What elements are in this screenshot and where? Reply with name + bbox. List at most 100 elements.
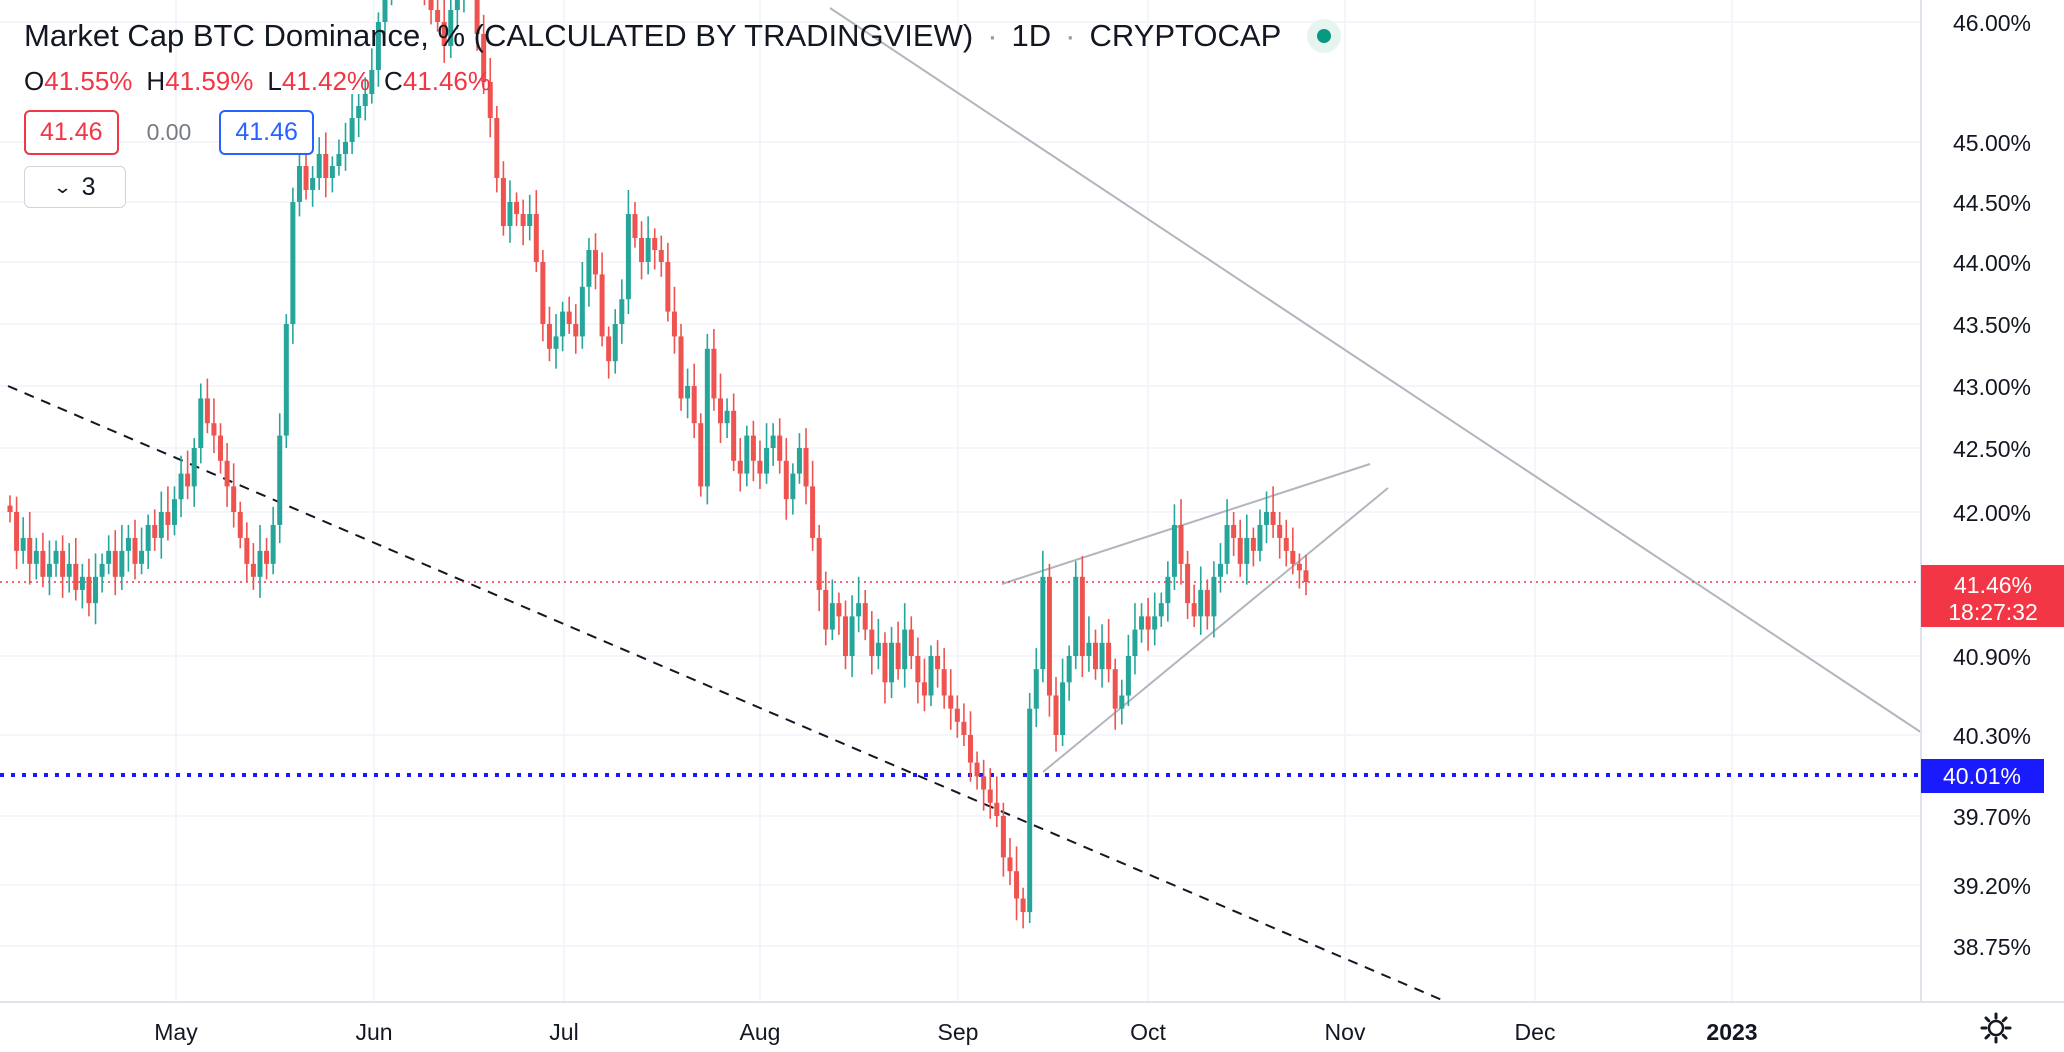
candle-body bbox=[1224, 524, 1230, 564]
candle-body bbox=[99, 563, 105, 577]
candle-body bbox=[60, 550, 66, 577]
candle-body bbox=[717, 398, 723, 424]
candle-body bbox=[494, 118, 500, 178]
candle-body bbox=[158, 512, 164, 538]
candle-body bbox=[323, 154, 329, 178]
candle-body bbox=[994, 802, 1000, 816]
wedge-upper-line[interactable] bbox=[1001, 463, 1371, 585]
candle-body bbox=[66, 563, 72, 577]
descending-resistance-line[interactable] bbox=[829, 7, 1923, 734]
candle-body bbox=[152, 524, 158, 538]
candle-body bbox=[685, 386, 691, 399]
candle-body bbox=[204, 398, 210, 424]
candle-body bbox=[698, 423, 704, 487]
candle-body bbox=[178, 473, 184, 500]
chart-grid bbox=[0, 0, 1920, 1002]
candle-body bbox=[185, 473, 191, 487]
candle-body bbox=[928, 656, 934, 696]
candle-body bbox=[448, 10, 454, 46]
indicators-toggle-button[interactable]: ⌄ 3 bbox=[24, 166, 126, 208]
candle-body bbox=[356, 106, 362, 118]
candle-body bbox=[856, 603, 862, 617]
candle-body bbox=[790, 473, 796, 500]
candle-body bbox=[362, 94, 368, 106]
candle-body bbox=[329, 166, 335, 178]
candle-body bbox=[257, 550, 263, 577]
y-tick-label: 43.00% bbox=[1953, 374, 2031, 400]
close-value: 41.46% bbox=[402, 66, 492, 96]
sell-button[interactable]: 41.46 bbox=[24, 110, 119, 155]
candle-body bbox=[770, 435, 776, 448]
candle-body bbox=[796, 448, 802, 474]
candle-body bbox=[40, 550, 46, 577]
candle-body bbox=[639, 238, 645, 262]
candle-body bbox=[810, 486, 816, 538]
candle-body bbox=[1053, 695, 1059, 735]
candle-body bbox=[691, 386, 697, 424]
y-tick-label: 45.00% bbox=[1953, 130, 2031, 156]
dashed-support-line[interactable] bbox=[7, 385, 1443, 1001]
candle-body bbox=[375, 22, 381, 70]
candle-body bbox=[290, 202, 296, 324]
price-axis[interactable]: 46.00% 45.00% 44.50% 44.00% 43.50% 43.00% 42.5… bbox=[1953, 10, 2031, 960]
candle-body bbox=[79, 576, 85, 590]
candle-body bbox=[724, 410, 730, 424]
market-status-icon[interactable] bbox=[1307, 19, 1342, 53]
candle-body bbox=[816, 537, 822, 590]
y-tick-label: 39.70% bbox=[1953, 804, 2031, 830]
candle-body bbox=[882, 642, 888, 683]
symbol-title[interactable]: Market Cap BTC Dominance, % (CALCULATED … bbox=[24, 18, 974, 53]
candle-body bbox=[336, 154, 342, 166]
candle-body bbox=[211, 423, 217, 436]
candle-body bbox=[889, 642, 895, 683]
candle-body bbox=[1099, 642, 1105, 670]
candle-body bbox=[1178, 524, 1184, 564]
candle-body bbox=[106, 550, 112, 564]
candle-body bbox=[1237, 537, 1243, 564]
candle-body bbox=[546, 324, 552, 349]
x-tick-label: May bbox=[154, 1019, 198, 1045]
high-label: H bbox=[146, 66, 166, 96]
candle-body bbox=[86, 576, 92, 604]
candle-body bbox=[1152, 616, 1158, 630]
candle-body bbox=[573, 324, 579, 337]
candle-body bbox=[1290, 550, 1296, 564]
candle-body bbox=[1092, 642, 1098, 670]
last-price-label: 41.46% bbox=[1954, 572, 2032, 598]
candle-body bbox=[1185, 563, 1191, 604]
buy-button[interactable]: 41.46 bbox=[219, 110, 314, 155]
interval-label[interactable]: 1D bbox=[1011, 18, 1052, 53]
candle-body bbox=[1277, 524, 1283, 538]
candle-body bbox=[343, 142, 349, 154]
candle-body bbox=[500, 178, 506, 226]
candle-body bbox=[625, 214, 631, 300]
wedge-lower-line[interactable] bbox=[1042, 487, 1389, 773]
candle-body bbox=[145, 524, 151, 551]
separator-dot: · bbox=[987, 18, 998, 53]
y-tick-label: 42.00% bbox=[1953, 500, 2031, 526]
candle-body bbox=[441, 22, 447, 46]
x-tick-label: Jun bbox=[355, 1019, 392, 1045]
candle-body bbox=[428, 0, 434, 10]
horizontal-level-label: 40.01% bbox=[1943, 763, 2021, 789]
x-tick-label: 2023 bbox=[1706, 1019, 1757, 1045]
gear-icon[interactable] bbox=[1980, 1012, 2012, 1044]
candle-body bbox=[1079, 576, 1085, 656]
high-value: 41.59% bbox=[165, 66, 254, 96]
time-axis[interactable]: May Jun Jul Aug Sep Oct Nov Dec 2023 bbox=[154, 1019, 1757, 1045]
candle-body bbox=[1132, 629, 1138, 656]
close-label: C bbox=[384, 66, 403, 96]
candle-body bbox=[1171, 524, 1177, 577]
candle-body bbox=[1198, 589, 1204, 617]
candle-body bbox=[382, 0, 388, 22]
x-tick-label: Aug bbox=[740, 1019, 781, 1045]
candle-body bbox=[981, 776, 987, 790]
candle-body bbox=[1112, 669, 1118, 709]
candle-body bbox=[967, 735, 973, 763]
candle-body bbox=[895, 642, 901, 670]
candle-body bbox=[454, 0, 460, 10]
candle-body bbox=[1250, 537, 1256, 551]
open-label: O bbox=[24, 66, 45, 96]
candle-body bbox=[270, 524, 276, 564]
